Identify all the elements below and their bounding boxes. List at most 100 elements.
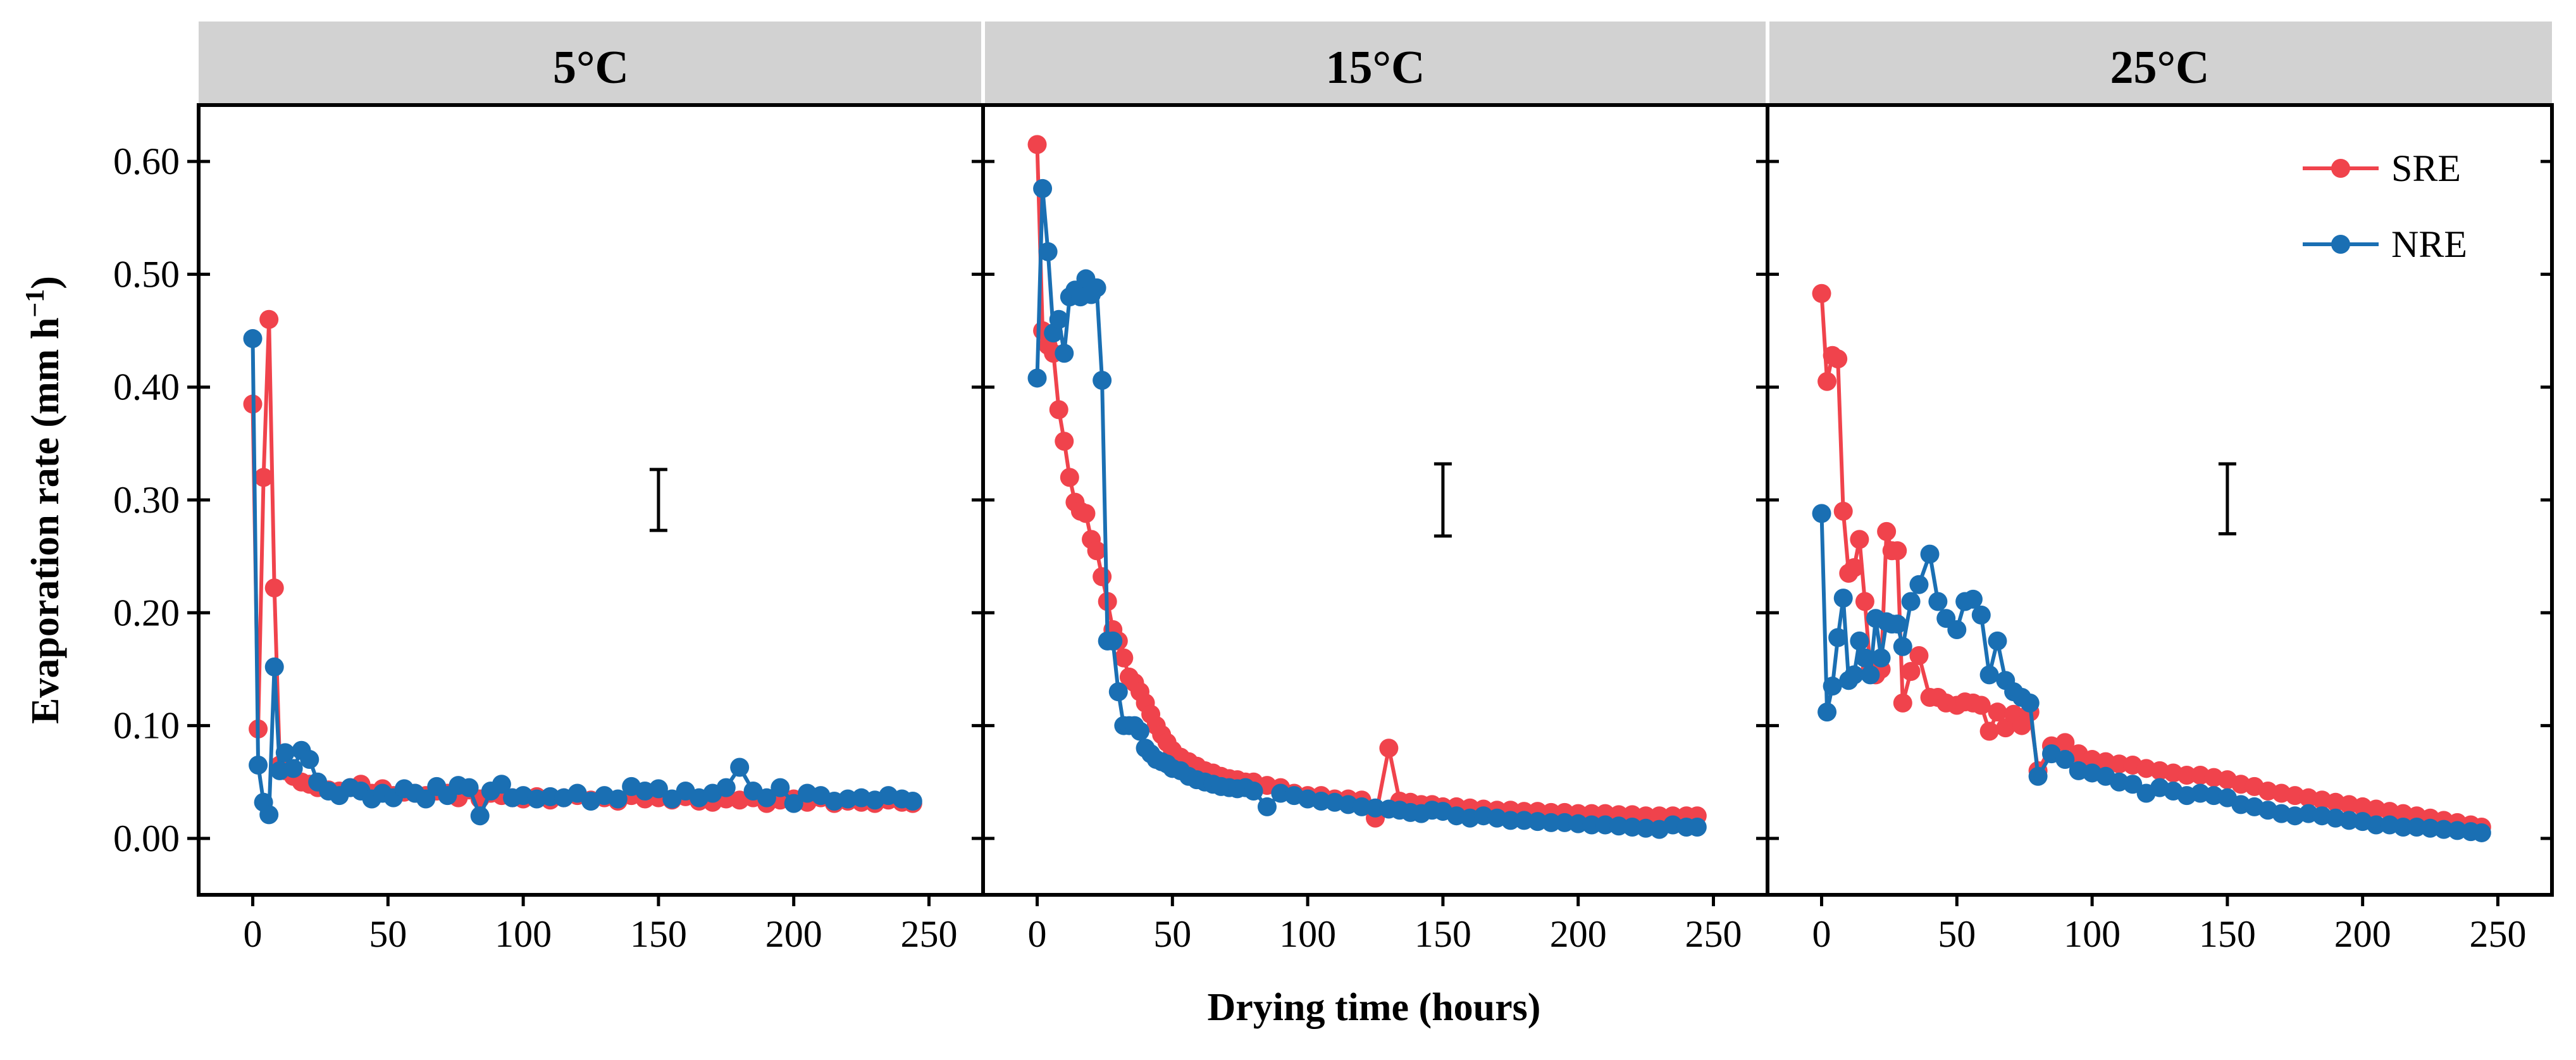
x-tick-label: 100 (1279, 913, 1336, 955)
panels-layer: 5°C 0.00 0.10 0.20 0.30 0.40 0.50 0.60 0 50 100 150… (113, 22, 2554, 955)
data-point-sre (1909, 646, 1929, 666)
data-point-nre (243, 329, 263, 349)
data-point-sre (264, 578, 284, 598)
data-point-nre (1093, 371, 1112, 390)
data-point-sre (1888, 541, 1907, 561)
y-tick-label: 0.10 (113, 705, 180, 747)
data-point-nre (1257, 797, 1277, 816)
data-point-sre (1850, 530, 1869, 549)
plot-frame (981, 103, 1769, 897)
x-tick-label: 250 (900, 913, 957, 955)
panel-strip (983, 22, 1768, 105)
data-point-nre (1087, 278, 1106, 297)
data-point-nre (1963, 589, 1983, 609)
data-point-nre (1130, 721, 1149, 741)
data-point-nre (784, 794, 803, 813)
data-point-nre (1103, 631, 1123, 651)
data-point-nre (1861, 665, 1880, 685)
data-point-nre (275, 743, 295, 763)
data-point-nre (1528, 812, 1547, 832)
data-point-nre (259, 805, 279, 825)
data-point-nre (730, 758, 750, 777)
data-point-sre (1076, 504, 1096, 523)
data-point-nre (1609, 816, 1628, 836)
data-point-nre (470, 806, 490, 826)
data-point-nre (2448, 821, 2467, 840)
data-point-sre (1979, 721, 1999, 741)
panel-2: 15°C 0 50 100 150 200 250 (981, 22, 1769, 955)
data-point-nre (459, 778, 479, 797)
data-point-nre (283, 759, 303, 778)
y-tick-label: 0.60 (113, 140, 180, 182)
data-point-sre (1971, 695, 1991, 715)
data-point-nre (838, 789, 858, 809)
legend-label-sre: SRE (2391, 147, 2461, 189)
data-point-nre (1555, 813, 1575, 832)
data-point-nre (416, 789, 436, 809)
data-point-nre (492, 775, 511, 794)
data-point-nre (2434, 820, 2453, 839)
x-tick-label: 50 (369, 913, 407, 955)
data-point-nre (2472, 823, 2491, 842)
data-point-nre (2407, 818, 2427, 837)
data-point-nre (1501, 811, 1520, 830)
data-point-nre (1636, 818, 1656, 838)
data-point-nre (1038, 242, 1058, 261)
data-point-nre (2393, 818, 2413, 837)
data-point-nre (757, 788, 776, 807)
data-point-nre (1541, 813, 1561, 832)
series-line-nre (251, 339, 913, 818)
data-point-nre (716, 778, 736, 797)
data-point-nre (1893, 637, 1912, 656)
x-tick-label: 0 (1028, 913, 1047, 955)
data-point-sre (1893, 693, 1912, 713)
data-point-nre (1833, 589, 1853, 608)
data-point-nre (1888, 614, 1907, 634)
y-axis-title: Evaporation rate (mm h−1) (21, 276, 67, 724)
data-point-nre (648, 779, 668, 799)
data-point-nre (1595, 815, 1615, 835)
data-point-sre (2055, 733, 2075, 752)
data-point-nre (1850, 631, 1869, 651)
legend: SRE NRE (2303, 147, 2467, 265)
data-point-nre (1244, 781, 1263, 801)
data-point-nre (1055, 344, 1074, 363)
data-point-sre (2177, 766, 2196, 785)
data-point-nre (1979, 665, 1999, 685)
data-point-nre (1514, 811, 1534, 830)
data-point-nre (903, 792, 922, 811)
data-point-sre (1060, 468, 1079, 487)
data-point-sre (1817, 371, 1837, 391)
x-tick-label: 250 (2469, 913, 2526, 955)
data-point-nre (1687, 818, 1707, 837)
x-tick-label: 150 (630, 913, 687, 955)
data-point-nre (264, 657, 284, 677)
panel-title: 5°C (553, 42, 629, 94)
data-point-sre (2109, 754, 2129, 774)
data-point-nre (2367, 815, 2386, 835)
data-point-nre (1311, 792, 1331, 811)
x-tick-label: 150 (2199, 913, 2256, 955)
y-tick-label: 0.50 (113, 253, 180, 295)
x-tick-label: 100 (2064, 913, 2121, 955)
data-point-nre (2028, 766, 2048, 786)
data-point-sre (1844, 558, 1864, 577)
data-point-nre (1928, 592, 1948, 611)
data-point-nre (1909, 575, 1929, 594)
y-axis-title-superscript: −1 (21, 289, 50, 318)
data-point-nre (1920, 544, 1940, 564)
panel-strip (199, 22, 983, 105)
data-point-nre (2420, 818, 2440, 838)
data-point-sre (1093, 567, 1112, 587)
data-point-nre (1033, 178, 1053, 198)
panel-1: 5°C 0.00 0.10 0.20 0.30 0.40 0.50 0.60 0 50 100 150… (113, 22, 985, 955)
data-point-nre (1901, 592, 1921, 611)
data-point-nre (1027, 368, 1047, 388)
data-point-sre (1649, 806, 1669, 826)
x-tick-label: 50 (1153, 913, 1191, 955)
data-point-sre (1049, 400, 1068, 420)
legend-marker-nre (2331, 235, 2350, 254)
data-point-nre (1823, 677, 1842, 696)
data-point-sre (1855, 592, 1874, 611)
